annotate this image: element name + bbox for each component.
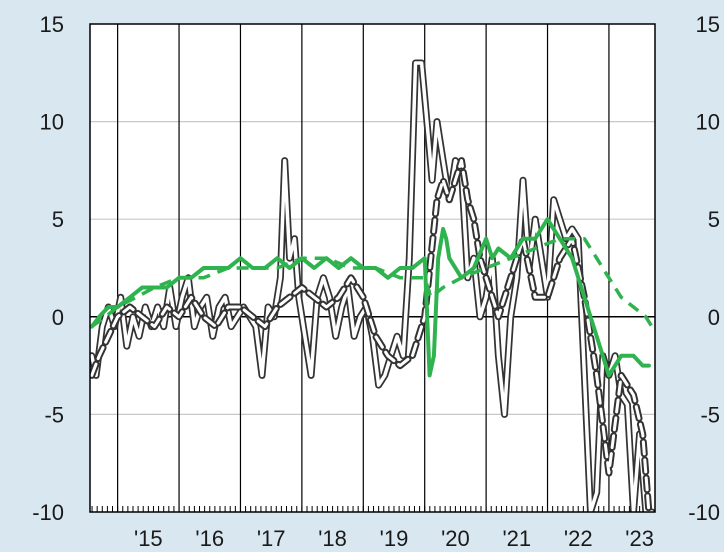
x-tick-label: '16 [195,526,224,551]
y-tick-label-left: -5 [44,402,64,427]
x-tick-label: '18 [318,526,347,551]
series-line [90,236,654,329]
x-tick-label: '17 [257,526,286,551]
y-axis-left-labels: 15 10 5 0 -5 -10 [32,12,64,525]
series-line [90,159,651,512]
series-layer [90,59,655,512]
y-tick-label-left: -10 [32,500,64,525]
plot-border [89,23,656,513]
x-tick-label: '19 [380,526,409,551]
y-tick-label-right: 0 [708,305,720,330]
series-outlined-dashed-dark [90,157,653,512]
x-axis-labels: '15 '16 '17 '18 '19 '20 '21 '22 '23 [134,526,654,551]
y-tick-label-right: 5 [708,207,720,232]
x-tick-label: '21 [502,526,531,551]
x-tick-label: '22 [564,526,593,551]
series-dashed-green [90,236,654,329]
y-tick-label-left: 5 [52,207,64,232]
y-tick-label-right: -5 [700,402,720,427]
x-tick-label: '23 [625,526,654,551]
y-tick-label-left: 15 [40,12,64,37]
y-axis-right-labels: 15 10 5 0 -5 -10 [688,12,720,525]
y-tick-label-right: -10 [688,500,720,525]
y-tick-label-left: 10 [40,110,64,135]
x-tick-label: '20 [441,526,470,551]
y-tick-label-left: 0 [52,305,64,330]
y-tick-label-right: 15 [696,12,720,37]
y-tick-label-right: 10 [696,110,720,135]
x-tick-label: '15 [134,526,163,551]
minor-ticks [91,506,651,512]
